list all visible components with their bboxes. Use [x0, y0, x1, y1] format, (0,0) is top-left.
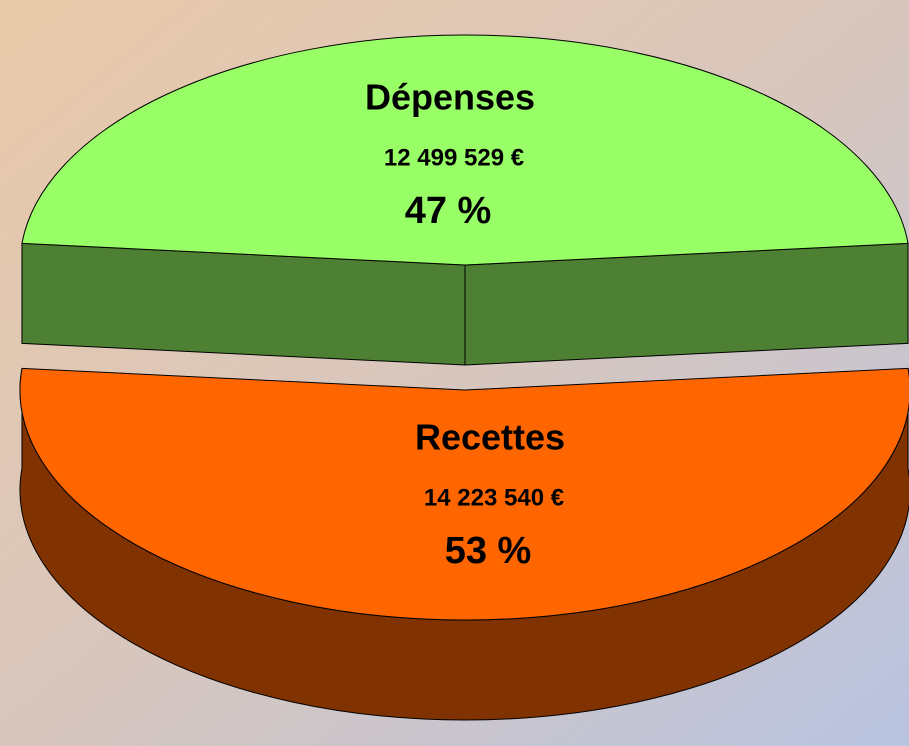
value-label: 53 %	[445, 530, 532, 572]
value-label: 47 %	[405, 190, 492, 232]
amount-label: 14 223 540 €	[424, 484, 564, 511]
slice-top	[19, 367, 909, 621]
slice-top	[21, 34, 909, 266]
amount-label: 12 499 529 €	[384, 144, 524, 171]
slice-label: Dépenses	[365, 77, 535, 118]
slice-label: Recettes	[415, 417, 565, 458]
